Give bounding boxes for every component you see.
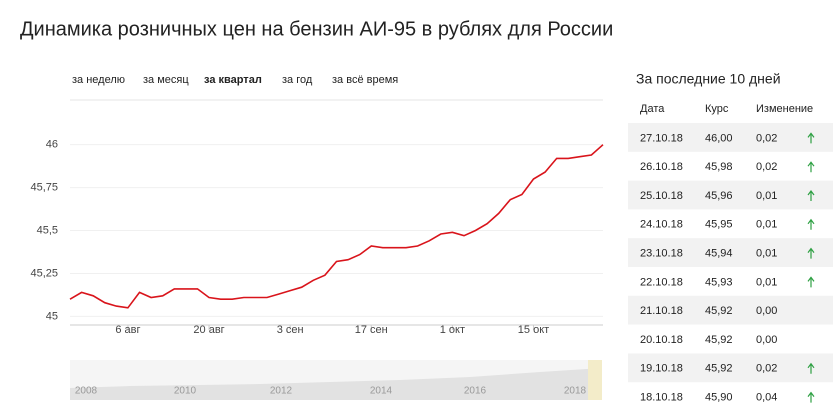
table-cell: 27.10.18 <box>640 132 683 144</box>
y-tick-label: 46 <box>46 139 58 151</box>
table-cell: 21.10.18 <box>640 305 683 317</box>
navigator-year: 2008 <box>75 386 98 397</box>
y-tick-label: 45,75 <box>30 182 58 194</box>
table-cell: 45,95 <box>705 219 733 231</box>
period-tab[interactable]: за всё время <box>332 74 398 86</box>
table-header: Дата <box>640 103 665 115</box>
price-line <box>69 144 604 309</box>
y-tick-label: 45,5 <box>37 224 58 236</box>
row-bg <box>628 295 833 325</box>
x-tick-label: 6 авг <box>115 324 140 336</box>
row-bg <box>628 238 833 267</box>
table-cell: 25.10.18 <box>640 190 683 202</box>
up-arrow <box>807 161 815 173</box>
table-header: Изменение <box>756 103 813 115</box>
x-tick-label: 3 сен <box>277 324 304 336</box>
table-header: Курс <box>705 103 729 115</box>
up-arrow <box>807 218 815 230</box>
table-cell: 18.10.18 <box>640 392 683 404</box>
table-cell: 22.10.18 <box>640 276 683 288</box>
table-cell: 0,01 <box>756 190 777 202</box>
table-cell: 45,93 <box>705 276 733 288</box>
table-cell: 45,94 <box>705 248 733 260</box>
y-tick-label: 45,25 <box>30 267 58 279</box>
x-tick-label: 20 авг <box>193 324 224 336</box>
up-arrow <box>807 276 815 288</box>
up-arrow <box>807 362 815 374</box>
navigator-year: 2014 <box>370 386 393 397</box>
navigator-year: 2016 <box>464 386 487 397</box>
table-cell: 23.10.18 <box>640 248 683 260</box>
up-arrow <box>807 391 815 403</box>
table-cell: 45,92 <box>705 305 733 317</box>
table-cell: 0,02 <box>756 363 777 375</box>
navigator-handle[interactable] <box>588 360 602 400</box>
table-cell: 0,01 <box>756 219 777 231</box>
table-cell: 0,01 <box>756 276 777 288</box>
table-cell: 0,00 <box>756 305 777 317</box>
x-tick-label: 15 окт <box>518 324 549 336</box>
navigator-year: 2010 <box>174 386 197 397</box>
table-cell: 45,96 <box>705 190 733 202</box>
x-tick-label: 17 сен <box>355 324 388 336</box>
table-cell: 45,92 <box>705 363 733 375</box>
table-cell: 0,02 <box>756 132 777 144</box>
period-tab[interactable]: за неделю <box>72 74 125 86</box>
table-cell: 19.10.18 <box>640 363 683 375</box>
up-arrow <box>807 132 815 144</box>
row-bg <box>628 180 833 210</box>
row-bg <box>628 353 833 383</box>
up-arrow <box>807 190 815 201</box>
x-tick-label: 1 окт <box>440 324 465 336</box>
table-cell: 26.10.18 <box>640 161 683 173</box>
row-bg <box>628 123 833 152</box>
table-cell: 45,92 <box>705 334 733 346</box>
table-cell: 0,02 <box>756 161 777 173</box>
up-arrow <box>807 247 815 259</box>
period-tab[interactable]: за месяц <box>143 74 189 86</box>
navigator <box>70 360 602 400</box>
navigator-year: 2018 <box>564 386 587 397</box>
table-cell: 0,04 <box>756 392 777 404</box>
table-cell: 46,00 <box>705 132 733 144</box>
table-cell: 45,90 <box>705 392 733 404</box>
table-title: За последние 10 дней <box>636 71 781 87</box>
navigator-area <box>70 368 602 400</box>
period-tab[interactable]: за квартал <box>204 74 262 86</box>
table-cell: 0,00 <box>756 334 777 346</box>
table-cell: 24.10.18 <box>640 219 683 231</box>
period-tab[interactable]: за год <box>282 74 313 86</box>
page-title: Динамика розничных цен на бензин АИ-95 в… <box>20 18 613 40</box>
table-cell: 45,98 <box>705 161 733 173</box>
navigator-year: 2012 <box>270 386 293 397</box>
table-cell: 0,01 <box>756 248 777 260</box>
table-cell: 20.10.18 <box>640 334 683 346</box>
y-tick-label: 45 <box>46 310 58 322</box>
